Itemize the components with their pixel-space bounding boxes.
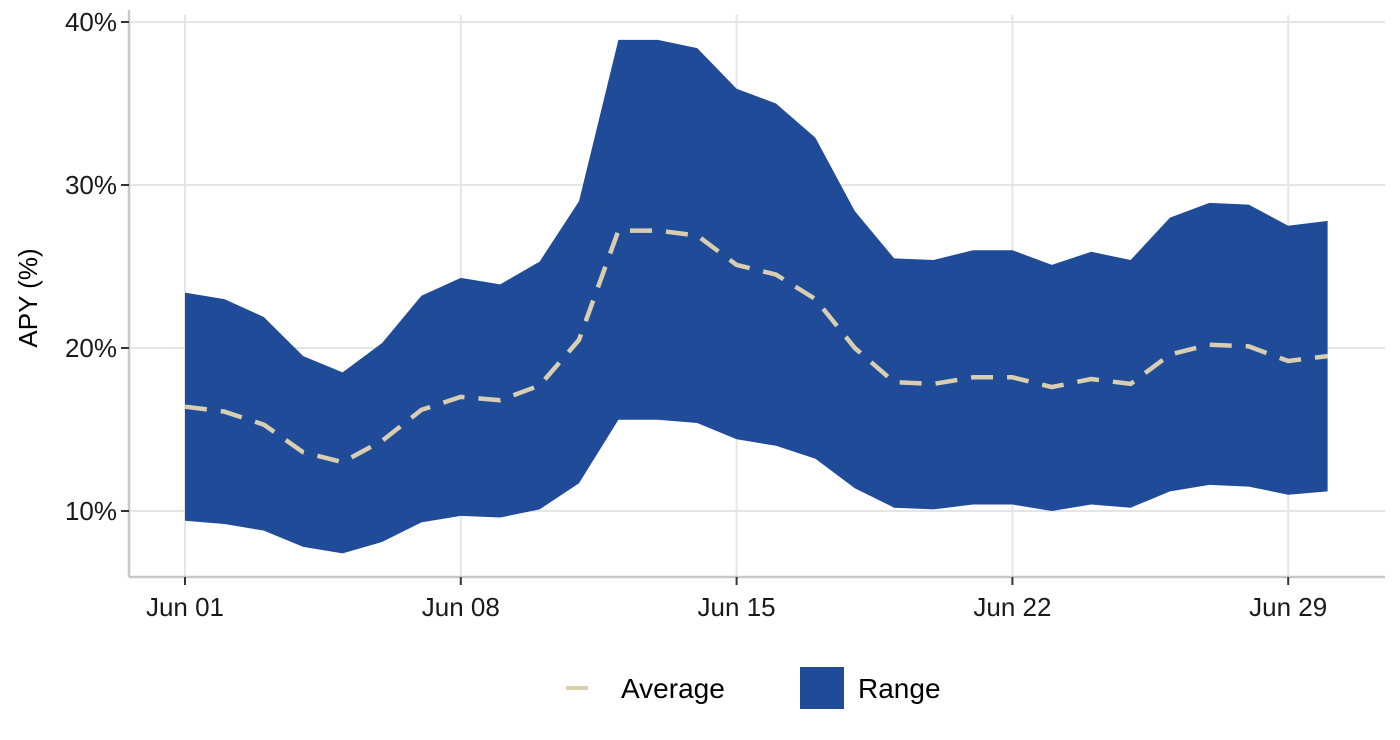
- x-tick-label: Jun 15: [698, 592, 776, 622]
- legend-average-label: Average: [621, 673, 725, 704]
- x-tick-labels: Jun 01 Jun 08 Jun 15 Jun 22 Jun 29: [146, 592, 1327, 622]
- legend: Average Range: [566, 667, 941, 709]
- range-band: [185, 39, 1328, 554]
- y-tick-label: 10%: [65, 496, 117, 526]
- x-tick-label: Jun 01: [146, 592, 224, 622]
- axes: [121, 10, 1385, 585]
- legend-range-label: Range: [858, 673, 941, 704]
- y-tick-label: 20%: [65, 333, 117, 363]
- range-band-layer: [185, 39, 1328, 554]
- y-axis-title: APY (%): [13, 248, 43, 347]
- y-tick-label: 30%: [65, 170, 117, 200]
- x-tick-label: Jun 22: [973, 592, 1051, 622]
- legend-range-swatch: [800, 667, 844, 709]
- x-tick-label: Jun 08: [422, 592, 500, 622]
- x-tick-label: Jun 29: [1249, 592, 1327, 622]
- y-tick-labels: 10% 20% 30% 40%: [65, 7, 117, 526]
- y-tick-label: 40%: [65, 7, 117, 37]
